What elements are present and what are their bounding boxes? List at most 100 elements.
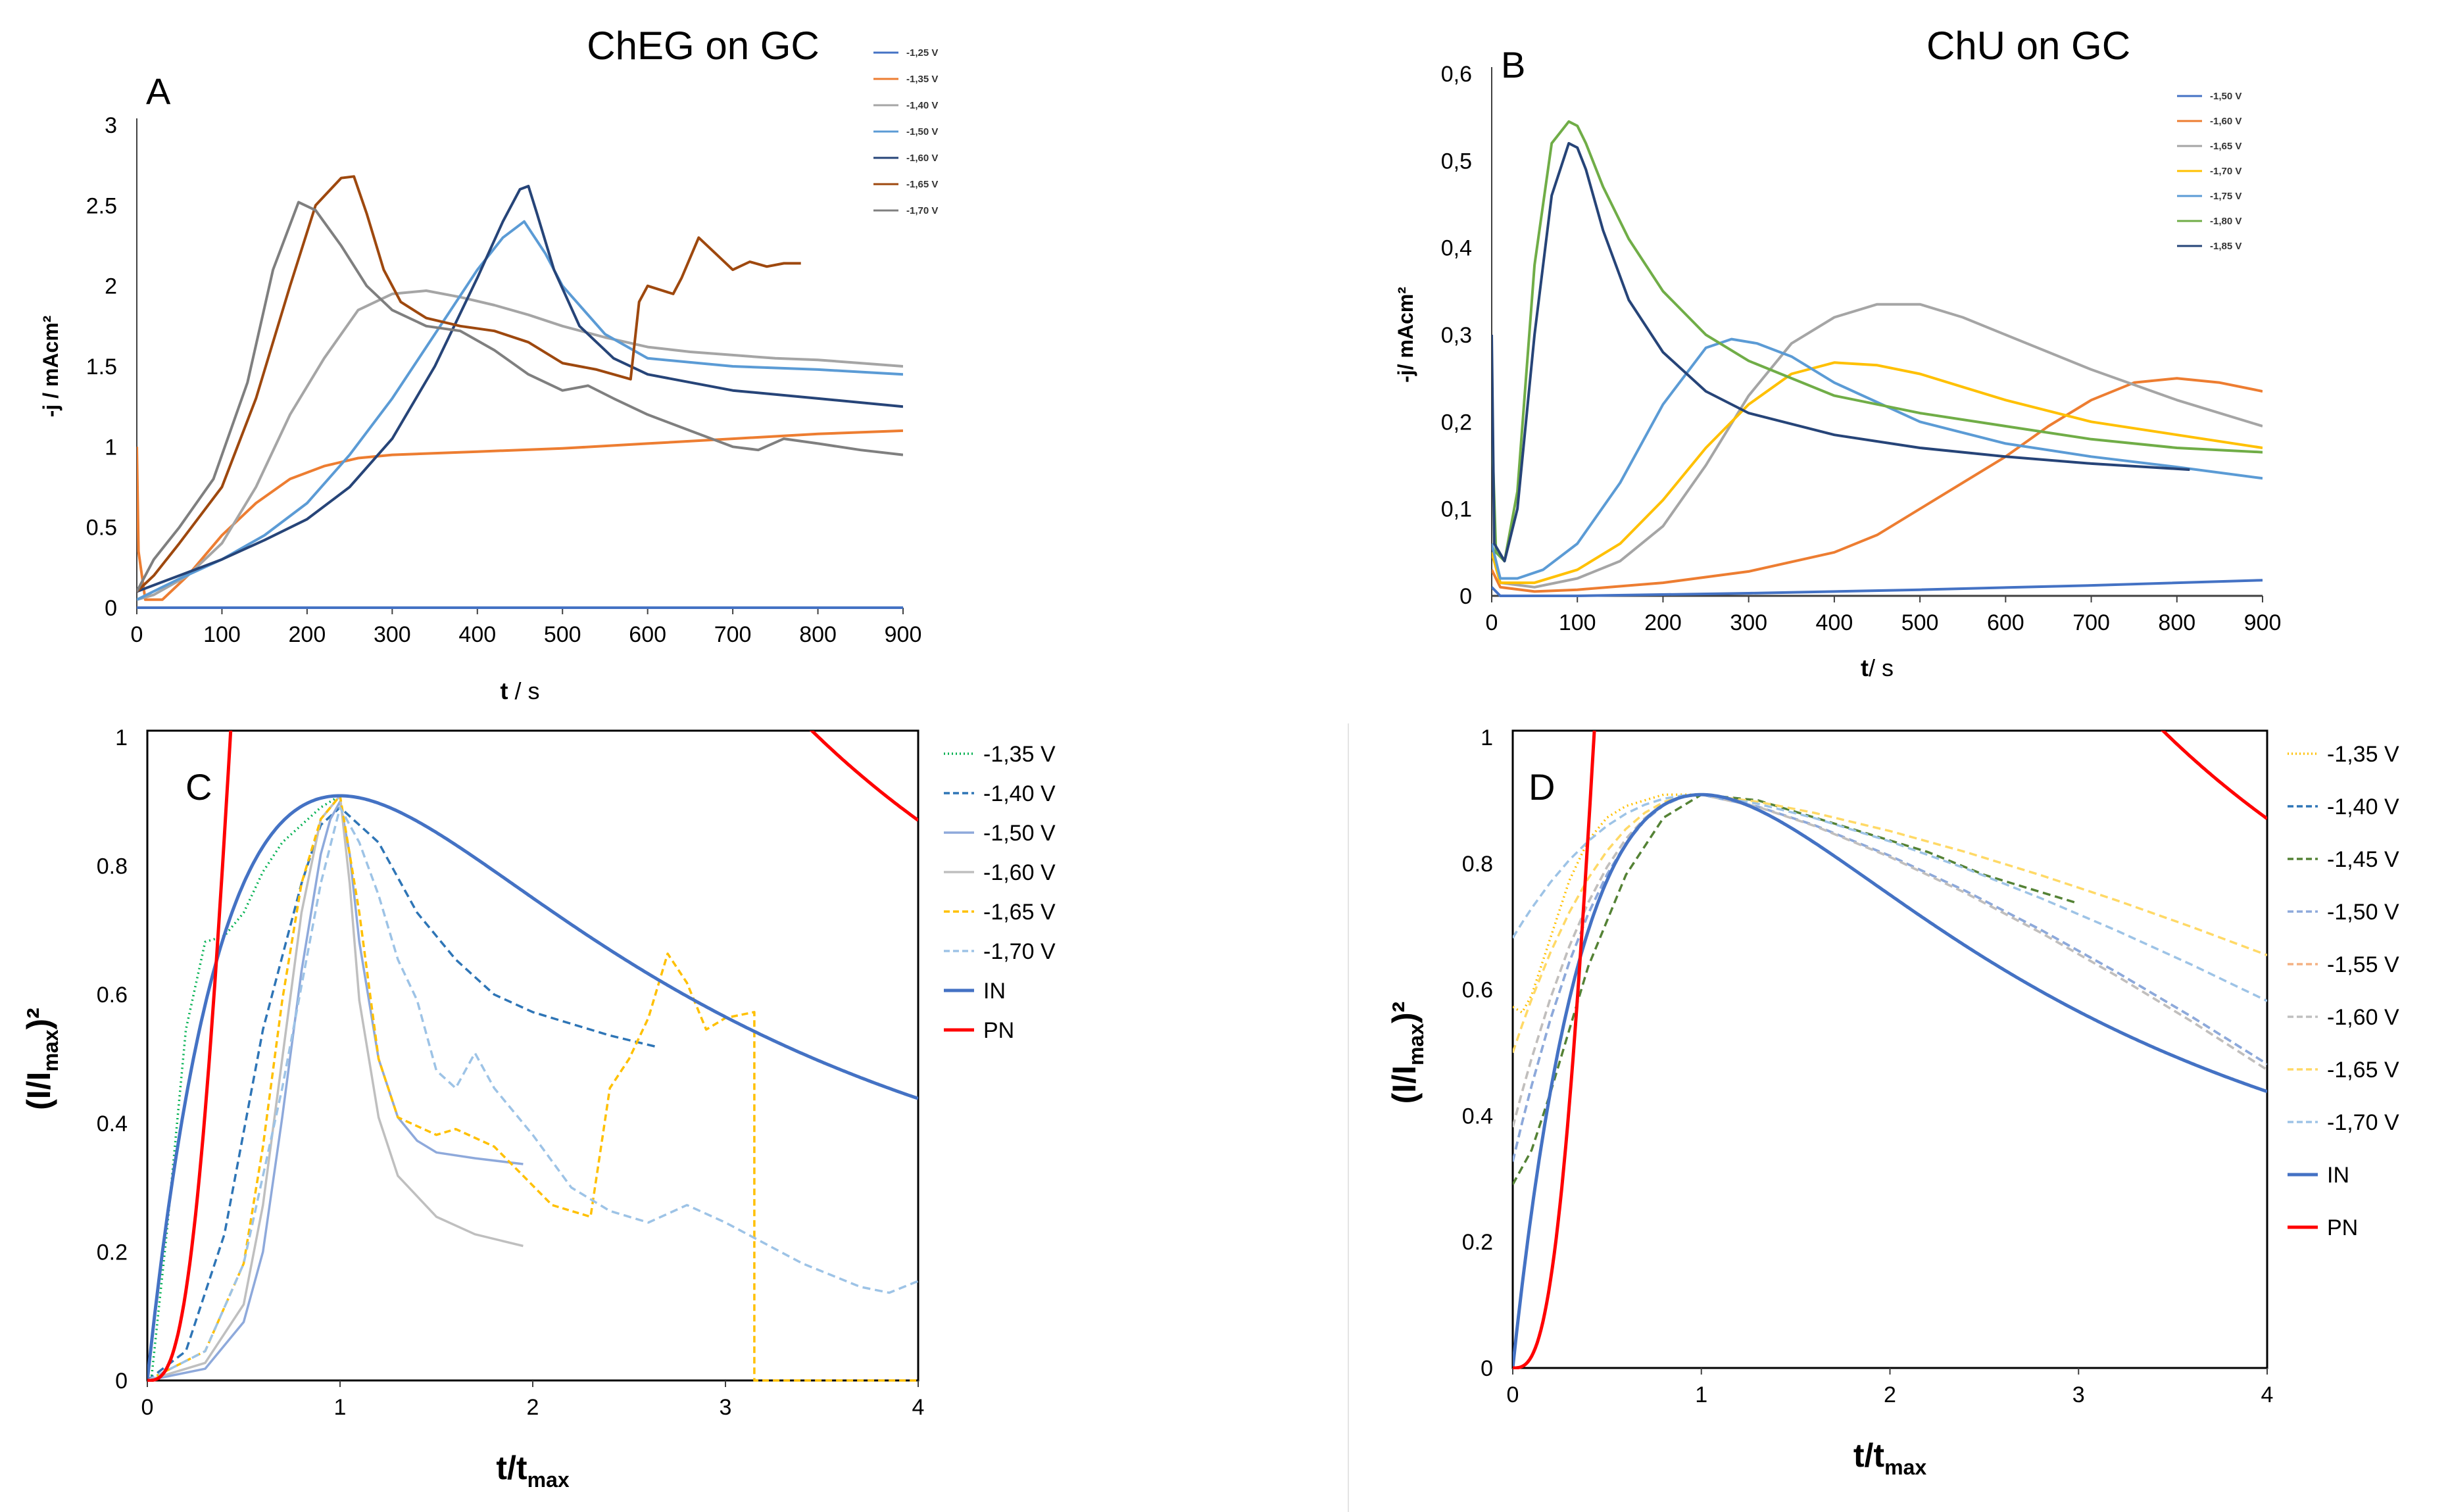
legend-label: -1,50 V: [983, 821, 1056, 846]
series-line-1-60-v: [147, 794, 524, 1382]
y-tick-label: 0.8: [1462, 852, 1493, 877]
panel-letter: A: [146, 70, 171, 112]
legend-label: -1,40 V: [983, 781, 1056, 806]
x-tick-label: 0: [1486, 610, 1498, 635]
series-line-1-70-v: [147, 806, 918, 1382]
legend-label: -1,70 V: [2327, 1110, 2399, 1135]
series-line-1-80-v: [1492, 120, 2263, 563]
y-tick-label: 0.6: [1462, 978, 1493, 1003]
series-line-1-65-v: [1492, 303, 2263, 589]
x-tick-label: 1: [334, 1395, 347, 1420]
y-tick-label: 3: [105, 113, 117, 138]
legend-label: -1,60 V: [983, 860, 1056, 885]
y-tick-label: 0.4: [97, 1111, 128, 1136]
legend-label: PN: [2327, 1215, 2358, 1240]
series-line-1-35-v: [1513, 793, 1740, 1014]
x-tick-label: 700: [714, 622, 752, 647]
series-line-1-40-v: [137, 289, 903, 601]
legend-label: -1,65 V: [983, 900, 1056, 925]
legend-label: -1,70 V: [906, 205, 938, 216]
y-tick-label: 0: [1459, 584, 1472, 609]
series-line-1-70-v: [1513, 793, 2267, 1002]
y-tick-label: 1: [1481, 725, 1493, 750]
y-tick-label: 0,5: [1441, 149, 1472, 174]
x-tick-label: 2: [527, 1395, 539, 1420]
y-axis-title: -j/ mAcm²: [1394, 287, 1417, 383]
series-line-1-50-v: [137, 220, 903, 601]
series-line-1-50-v: [1513, 793, 2267, 1162]
legend-label: -1,50 V: [2327, 900, 2399, 925]
y-tick-label: 0.2: [97, 1240, 128, 1265]
y-tick-label: 0,2: [1441, 410, 1472, 435]
y-tick-label: 0.6: [97, 983, 128, 1008]
x-tick-label: 400: [458, 622, 496, 647]
y-tick-label: 1: [115, 725, 128, 750]
y-tick-label: 0,6: [1441, 62, 1472, 87]
legend-label: -1,70 V: [983, 939, 1056, 964]
series-line-1-85-v: [1492, 141, 2190, 563]
legend-label: -1,35 V: [983, 742, 1056, 767]
legend-label: -1,65 V: [906, 179, 938, 190]
series-line-1-60-v: [1492, 377, 2263, 593]
panel-letter: B: [1501, 44, 1525, 85]
x-tick-label: 4: [2261, 1382, 2274, 1407]
series-line-1-65-v: [147, 794, 918, 1382]
x-tick-label: 3: [2072, 1382, 2085, 1407]
series-line-1-50-v: [1492, 579, 2263, 597]
panel-letter: C: [185, 766, 212, 808]
series-line-1-40-v: [147, 806, 658, 1382]
x-tick-label: 800: [799, 622, 837, 647]
x-tick-label: 600: [629, 622, 666, 647]
panel-a: 0 100 200 300 400 500 600 700 800 900 0 0.5 1 1.5 2 2.5…: [39, 24, 938, 704]
y-tick-label: 0.2: [1462, 1230, 1493, 1255]
legend-label: -1,35 V: [906, 74, 938, 85]
legend-label: -1,60 V: [906, 153, 938, 164]
legend-label: -1,75 V: [2210, 191, 2242, 202]
series-line-1-75-v: [1492, 337, 2263, 580]
series-line-1-65-v: [137, 175, 801, 593]
panel-c: 0 1 2 3 4 0 0.2 0.4 0.6 0.8 1 Ct/tmax (I/Imax)² -1,35…: [20, 725, 1056, 1492]
legend-label: -1,65 V: [2210, 141, 2242, 152]
y-tick-label: 0,1: [1441, 497, 1472, 522]
legend-label: -1,55 V: [2327, 952, 2399, 977]
legend-label: -1,50 V: [906, 126, 938, 137]
series-line-pn: [1513, 731, 2267, 1369]
legend-label: -1,65 V: [2327, 1058, 2399, 1083]
legend-label: PN: [983, 1018, 1014, 1043]
legend-label: -1,35 V: [2327, 742, 2399, 767]
x-tick-label: 0: [141, 1395, 154, 1420]
series-line-1-35-v: [137, 429, 903, 601]
legend-label: -1,25 V: [906, 47, 938, 59]
x-tick-label: 300: [374, 622, 411, 647]
legend: -1,50 V -1,60 V -1,65 V -1,70 V -1,75 V -1,80…: [2177, 91, 2242, 252]
y-axis-title: -j / mAcm²: [39, 316, 62, 418]
series-line-1-60-v: [1513, 793, 2267, 1128]
y-tick-label: 0: [105, 596, 117, 621]
y-axis-title: (I/Imax)²: [1386, 1002, 1428, 1104]
x-tick-label: 200: [289, 622, 326, 647]
legend: -1,35 V -1,40 V -1,50 V -1,60 V -1,65 V -1,70…: [944, 742, 1056, 1043]
y-tick-label: 0,4: [1441, 236, 1472, 261]
x-tick-label: 0: [131, 622, 143, 647]
panel-d: 0 1 2 3 4 0 0.2 0.4 0.6 0.8 1 Dt/tmax (I/Imax)² -1,35…: [1386, 725, 2399, 1479]
x-axis-title: t / s: [500, 677, 539, 704]
legend-label: -1,70 V: [2210, 166, 2242, 177]
x-tick-label: 100: [203, 622, 241, 647]
x-tick-label: 900: [885, 622, 922, 647]
series-line-1-40-v: [1513, 793, 2267, 1162]
legend-label: IN: [2327, 1163, 2349, 1188]
y-tick-label: 0,3: [1441, 323, 1472, 348]
series-line-1-70-v: [137, 201, 903, 593]
x-tick-label: 4: [912, 1395, 925, 1420]
series-line-1-45-v: [1513, 793, 2079, 1185]
x-tick-label: 500: [1901, 610, 1939, 635]
series-line-in: [147, 794, 918, 1381]
x-tick-label: 100: [1559, 610, 1596, 635]
legend-label: -1,45 V: [2327, 847, 2399, 872]
legend-label: -1,60 V: [2327, 1005, 2399, 1030]
panel-b: 0 100 200 300 400 500 600 700 800 900 0 0,1 0,2 0,3 0,…: [1394, 24, 2281, 681]
y-axis-title: (I/Imax)²: [20, 1008, 62, 1110]
x-tick-label: 500: [544, 622, 581, 647]
y-tick-label: 1.5: [86, 354, 117, 379]
